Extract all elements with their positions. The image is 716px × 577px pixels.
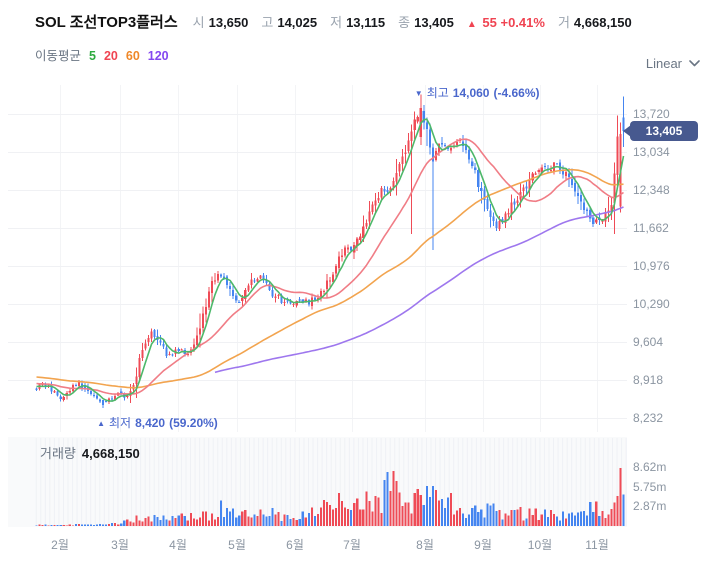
candles-layer xyxy=(35,94,625,408)
ma-period-20[interactable]: 20 xyxy=(103,49,118,63)
up-triangle-icon: ▲ xyxy=(97,419,105,428)
down-triangle-icon: ▼ xyxy=(414,88,423,98)
ma-period-5[interactable]: 5 xyxy=(89,49,96,63)
current-price-badge: 13,405 xyxy=(630,121,698,141)
gridlines-layer xyxy=(8,85,627,432)
chevron-down-icon xyxy=(689,60,700,67)
low-price-annotation: ▲ 최저 8,420 (59.20%) xyxy=(97,416,218,430)
volume-bars-layer xyxy=(35,468,625,526)
open-price-field: 시 13,650 xyxy=(192,15,249,30)
ma-legend: 이동평균 5 20 60 120 xyxy=(35,49,169,63)
ma-period-60[interactable]: 60 xyxy=(125,49,140,63)
ma60-line xyxy=(36,168,624,389)
ticker-title: SOL 조선TOP3플러스 xyxy=(35,14,178,31)
ma-period-120[interactable]: 120 xyxy=(147,49,169,63)
volume-panel-bg xyxy=(8,437,627,527)
ma120-line xyxy=(214,206,624,374)
linear-scale-dropdown[interactable]: Linear xyxy=(646,56,700,71)
volume-panel-label: 거래량 4,668,150 xyxy=(40,446,140,461)
close-price-field: 종 13,405 xyxy=(398,15,454,30)
price-change: ▲ 55 +0.41% xyxy=(466,15,545,30)
high-price-annotation: ▼ 최고 14,060 (-4.66%) xyxy=(414,85,540,100)
high-price-field: 고 14,025 xyxy=(261,15,318,30)
ma5-line xyxy=(36,118,625,402)
up-arrow-icon: ▲ xyxy=(466,19,477,30)
trade-volume-field: 거 4,668,150 xyxy=(557,15,632,30)
low-price-field: 저 13,115 xyxy=(330,15,386,30)
ma20-line xyxy=(36,138,624,395)
ma-lines-layer xyxy=(36,118,625,402)
